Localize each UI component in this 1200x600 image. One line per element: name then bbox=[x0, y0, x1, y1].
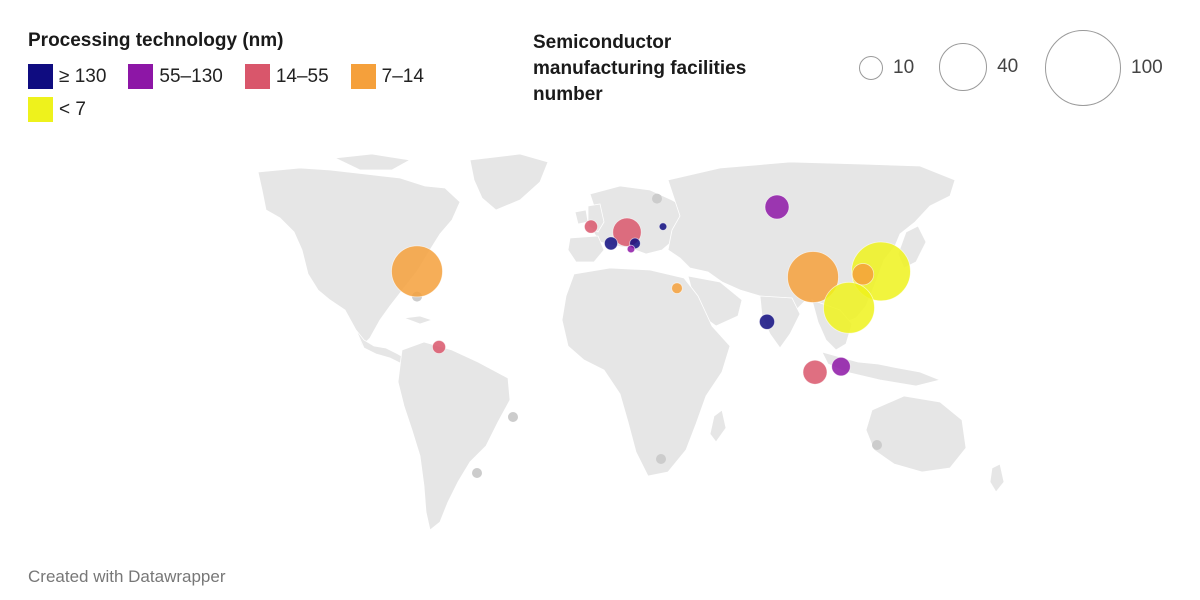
size-legend-circle bbox=[859, 56, 884, 81]
size-legend-circle bbox=[939, 43, 988, 92]
land-south-america bbox=[397, 341, 511, 531]
bubble-italy[interactable] bbox=[626, 244, 636, 254]
size-legend-item-10: 10 bbox=[859, 56, 915, 81]
empty-marker bbox=[472, 468, 482, 478]
empty-marker bbox=[872, 440, 882, 450]
land-caribbean bbox=[403, 315, 434, 325]
legend-label: < 7 bbox=[59, 98, 86, 120]
size-legend-label: 40 bbox=[997, 56, 1019, 78]
legend-swatch bbox=[350, 64, 376, 89]
size-legend-label: 10 bbox=[893, 57, 915, 79]
bubble-japan[interactable] bbox=[851, 241, 911, 302]
bubble-central-america[interactable] bbox=[432, 340, 446, 354]
size-legend-circle bbox=[1045, 30, 1121, 106]
legend-label: 55–130 bbox=[159, 65, 223, 87]
bubble-united-states[interactable] bbox=[391, 245, 443, 298]
land-layer bbox=[257, 153, 1005, 531]
land-africa bbox=[561, 267, 731, 477]
bubble-philippines[interactable] bbox=[831, 356, 851, 377]
legend-swatch bbox=[28, 64, 53, 89]
size-legend: Semiconductor manufacturing facilities n… bbox=[533, 30, 1183, 108]
bubble-ireland[interactable] bbox=[584, 219, 598, 234]
bubble-singapore[interactable] bbox=[802, 359, 828, 385]
land-iberia bbox=[567, 235, 605, 263]
color-legend-title: Processing technology (nm) bbox=[28, 30, 284, 51]
color-legend-items: ≥ 130 55–130 14–55 7–14 < 7 bbox=[28, 64, 498, 122]
land-arctic-islands bbox=[333, 153, 412, 171]
bubble-belarus[interactable] bbox=[658, 222, 668, 231]
size-legend-item-100: 100 bbox=[1045, 30, 1163, 106]
legend-item-55-130: 55–130 bbox=[128, 64, 223, 89]
bubble-israel[interactable] bbox=[671, 282, 683, 294]
bubble-russia[interactable] bbox=[764, 194, 790, 220]
empty-marker bbox=[656, 454, 666, 464]
empty-marker bbox=[508, 412, 518, 422]
size-legend-title: Semiconductor manufacturing facilities n… bbox=[533, 32, 747, 105]
legend-item-7-14: 7–14 bbox=[350, 64, 424, 89]
bubble-layer bbox=[391, 193, 911, 478]
land-greenland bbox=[469, 153, 549, 211]
legend-item-under-7: < 7 bbox=[28, 97, 86, 122]
legend-label: 7–14 bbox=[381, 65, 424, 87]
world-map bbox=[257, 153, 1005, 531]
legend-label: 14–55 bbox=[275, 65, 329, 87]
color-legend: Processing technology (nm) ≥ 130 55–130 … bbox=[28, 30, 498, 122]
legend-swatch bbox=[128, 64, 154, 89]
bubble-taiwan[interactable] bbox=[823, 281, 875, 334]
legend-swatch bbox=[244, 64, 270, 89]
land-north-america bbox=[257, 167, 461, 347]
legend-item-14-55: 14–55 bbox=[244, 64, 329, 89]
bubble-france[interactable] bbox=[604, 236, 618, 251]
bubble-china[interactable] bbox=[787, 251, 839, 303]
footer-credit: Created with Datawrapper bbox=[28, 567, 226, 586]
land-madagascar bbox=[709, 409, 727, 443]
land-australia bbox=[865, 395, 967, 473]
bubble-india[interactable] bbox=[759, 313, 776, 330]
legend-swatch bbox=[28, 97, 53, 122]
size-legend-label: 100 bbox=[1131, 57, 1163, 78]
land-new-zealand bbox=[989, 463, 1005, 493]
size-legend-item-40: 40 bbox=[939, 43, 1019, 92]
empty-marker bbox=[652, 193, 662, 204]
bubble-south-korea[interactable] bbox=[851, 263, 875, 286]
legend-label: ≥ 130 bbox=[59, 65, 107, 87]
legend-item-130-plus: ≥ 130 bbox=[28, 64, 106, 89]
